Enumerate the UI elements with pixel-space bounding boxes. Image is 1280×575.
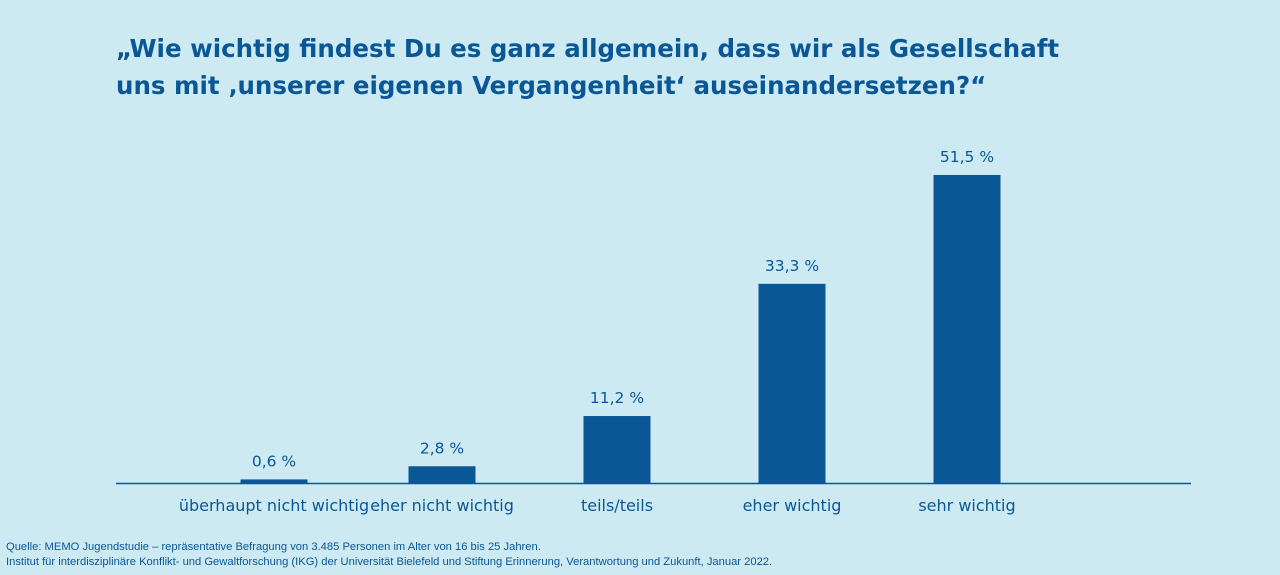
bar-3 [583,416,651,483]
source-note: Quelle: MEMO Jugendstudie – repräsentati… [6,540,772,570]
value-label-3: 11,2 % [590,389,644,407]
chart-title-line-1: „Wie wichtig findest Du es ganz allgemei… [116,34,1060,63]
bar-5 [933,175,1001,483]
chart-title-line-2: uns mit ‚unserer eigenen Vergangenheit‘ … [116,71,987,100]
category-label-1: überhaupt nicht wichtig [179,496,369,515]
category-label-3: teils/teils [581,496,653,515]
bar-2 [408,466,476,483]
category-label-4: eher wichtig [743,496,842,515]
value-label-4: 33,3 % [765,257,819,275]
value-label-5: 51,5 % [940,148,994,166]
value-label-1: 0,6 % [252,452,296,470]
chart-title: „Wie wichtig findest Du es ganz allgemei… [116,30,1216,104]
category-label-2: eher nicht wichtig [370,496,514,515]
source-line-2: Institut für interdisziplinäre Konflikt-… [6,556,773,568]
source-line-1: Quelle: MEMO Jugendstudie – repräsentati… [6,541,541,553]
bar-4 [758,283,826,483]
category-label-5: sehr wichtig [918,496,1015,515]
bar-1 [240,479,308,483]
value-label-2: 2,8 % [420,439,464,457]
